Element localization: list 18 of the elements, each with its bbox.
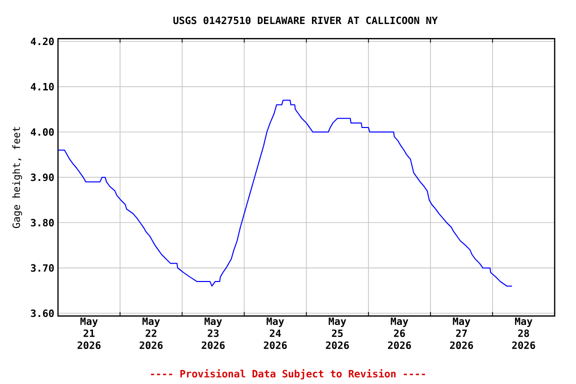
- chart-title: USGS 01427510 DELAWARE RIVER AT CALLICOON NY: [173, 16, 438, 24]
- x-tick-label: May 23 2026: [202, 318, 225, 350]
- y-tick-label: 3.90: [30, 174, 54, 182]
- x-tick-label: May 25 2026: [326, 318, 349, 350]
- y-axis-title: Gage height, feet: [12, 127, 22, 228]
- x-tick-label: May 27 2026: [450, 318, 474, 350]
- x-tick-label: May 24 2026: [264, 318, 287, 350]
- x-tick-label: May 22 2026: [140, 318, 163, 350]
- y-tick-label: 4.20: [30, 38, 54, 46]
- text: ---- Provisional Data Subject to Revision ----: [150, 369, 425, 380]
- y-tick-label: 4.00: [30, 128, 54, 136]
- x-tick-label: May 26 2026: [388, 318, 411, 350]
- y-tick-label: 3.60: [30, 309, 54, 318]
- y-tick-label: 3.70: [30, 264, 54, 272]
- y-tick-label: 4.10: [30, 82, 54, 90]
- y-tick-label: 3.80: [30, 218, 54, 226]
- x-tick-label: May 28 2026: [512, 318, 536, 350]
- x-tick-label: May 21 2026: [78, 318, 101, 350]
